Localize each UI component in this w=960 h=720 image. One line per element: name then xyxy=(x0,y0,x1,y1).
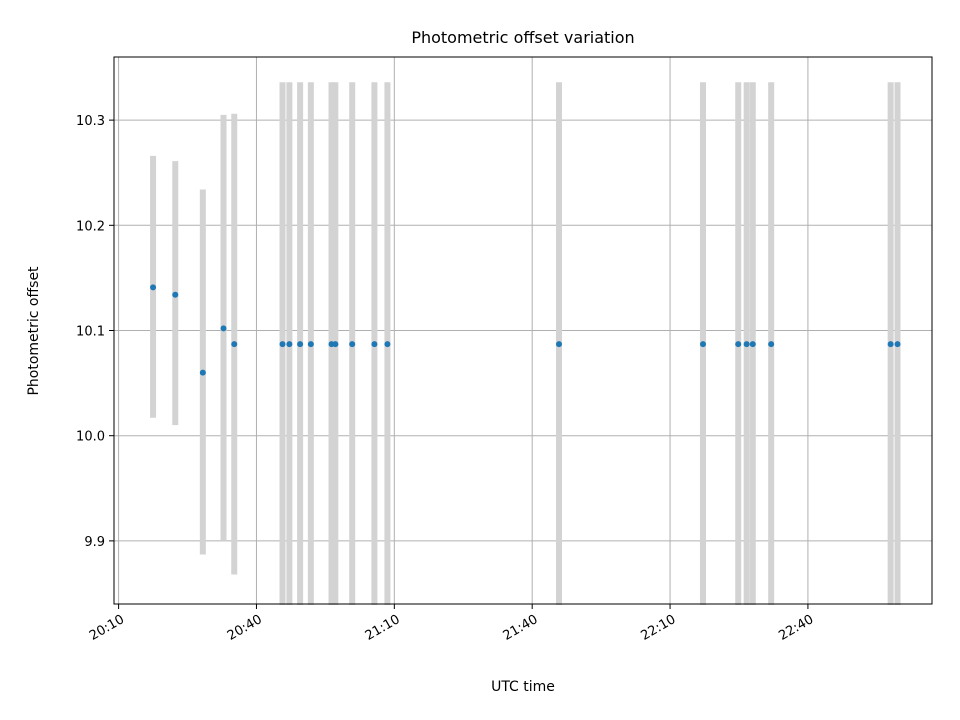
data-point xyxy=(735,341,742,348)
data-point xyxy=(749,341,756,348)
data-point xyxy=(279,341,286,348)
y-axis-label: Photometric offset xyxy=(26,266,42,396)
data-point xyxy=(297,341,304,348)
data-point xyxy=(894,341,901,348)
data-point xyxy=(768,341,775,348)
y-tick-label: 10.3 xyxy=(76,114,105,129)
data-point xyxy=(384,341,391,348)
data-point xyxy=(307,341,314,348)
data-points xyxy=(150,284,901,376)
data-point xyxy=(371,341,378,348)
y-tick-label: 10.0 xyxy=(76,430,105,445)
data-point xyxy=(286,341,293,348)
y-tick-label: 9.9 xyxy=(84,535,105,550)
y-tick-label: 10.1 xyxy=(76,325,105,340)
y-tick-label: 10.2 xyxy=(76,219,105,234)
data-point xyxy=(332,341,339,348)
data-point xyxy=(172,291,179,298)
chart-title: Photometric offset variation xyxy=(411,28,634,47)
data-point xyxy=(887,341,894,348)
x-axis-label: UTC time xyxy=(491,679,555,695)
data-point xyxy=(199,369,206,376)
data-point xyxy=(150,284,157,291)
data-point xyxy=(231,341,238,348)
data-point xyxy=(555,341,562,348)
data-point xyxy=(743,341,750,348)
data-point xyxy=(220,325,227,332)
data-point xyxy=(349,341,356,348)
data-point xyxy=(699,341,706,348)
grid-lines xyxy=(114,57,932,604)
